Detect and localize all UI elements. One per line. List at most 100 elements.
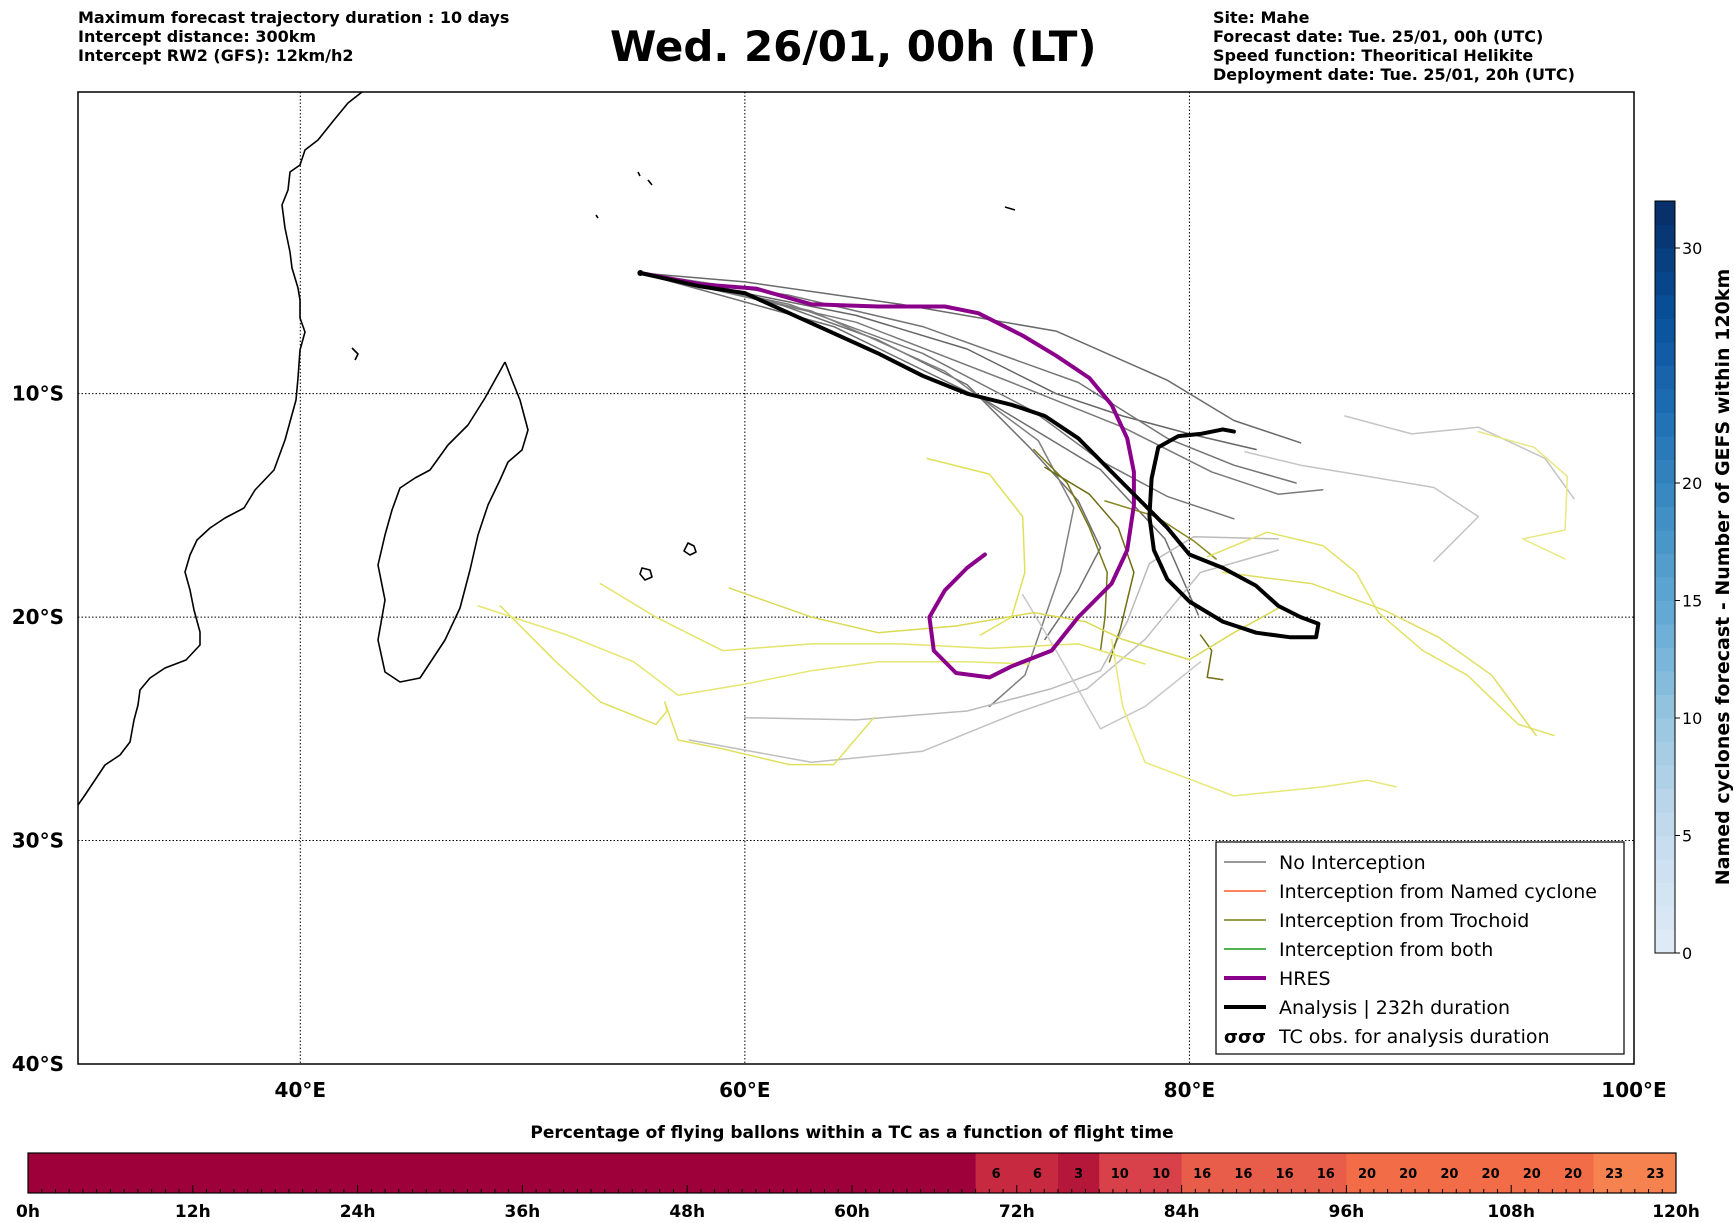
bar-cell-value: 10 bbox=[1111, 1167, 1129, 1182]
colorbar-band bbox=[1655, 906, 1675, 930]
bar-cell bbox=[357, 1153, 400, 1193]
colorbar-frame bbox=[1654, 200, 1676, 954]
x-tick-label: 100°E bbox=[1601, 1078, 1666, 1102]
africa-coastline bbox=[78, 92, 363, 806]
colorbar-band bbox=[1655, 718, 1675, 742]
bar-cell bbox=[1428, 1153, 1471, 1193]
legend-label: Interception from Named cyclone bbox=[1279, 881, 1597, 903]
bar-cell bbox=[192, 1153, 235, 1193]
colorbar-band bbox=[1655, 483, 1675, 507]
header-line-distance: Intercept distance: 300km bbox=[78, 27, 317, 46]
bar-cell bbox=[1016, 1153, 1059, 1193]
bar-cell bbox=[69, 1153, 111, 1193]
colorbar-band bbox=[1655, 929, 1675, 954]
trajectory-layer bbox=[477, 269, 1575, 797]
trajectory-interception bbox=[728, 587, 1280, 661]
bar-title: Percentage of flying ballons within a TC… bbox=[530, 1123, 1173, 1143]
colorbar-tick-label: 0 bbox=[1682, 944, 1692, 963]
trajectory-no-interception bbox=[688, 549, 1280, 764]
bar-cell-value: 16 bbox=[1276, 1167, 1294, 1182]
colorbar-band bbox=[1655, 295, 1675, 319]
bar-cell bbox=[275, 1153, 317, 1193]
bar-cell-value: 20 bbox=[1564, 1167, 1582, 1182]
bar-cell bbox=[604, 1153, 647, 1193]
bar-cell-value: 20 bbox=[1399, 1167, 1417, 1182]
seychelles-islands bbox=[595, 171, 1016, 219]
colorbar-label: Named cyclones forecast - Number of GEFS… bbox=[1712, 269, 1734, 886]
colorbar-tick-label: 20 bbox=[1682, 474, 1702, 493]
bar-x-tick-label: 48h bbox=[669, 1202, 705, 1222]
bar-cell bbox=[110, 1153, 153, 1193]
bar-cell bbox=[1387, 1153, 1430, 1193]
colorbar-band bbox=[1655, 553, 1675, 578]
bar-cell bbox=[852, 1153, 894, 1193]
colorbar-tick-label: 15 bbox=[1682, 592, 1702, 611]
bar-cell bbox=[687, 1153, 729, 1193]
map-grid bbox=[78, 92, 1634, 1064]
bar-cell bbox=[234, 1153, 276, 1193]
bar-cell bbox=[1181, 1153, 1224, 1193]
bar-cell bbox=[646, 1153, 688, 1193]
legend-symbol-tc-obs: σσσ bbox=[1224, 1027, 1266, 1048]
bar-cell bbox=[522, 1153, 565, 1193]
bar-cell bbox=[1058, 1153, 1100, 1193]
bar-cell bbox=[1511, 1153, 1553, 1193]
bar-cell bbox=[1346, 1153, 1389, 1193]
bar-cell-value: 23 bbox=[1646, 1167, 1664, 1182]
x-tick-label: 40°E bbox=[275, 1078, 327, 1102]
bar-cell bbox=[481, 1153, 523, 1193]
trajectory-no-interception bbox=[639, 272, 1257, 451]
colorbar-band bbox=[1655, 530, 1675, 554]
bar-cell-value: 20 bbox=[1482, 1167, 1500, 1182]
mauritius-island bbox=[683, 542, 697, 556]
y-tick-label: 40°S bbox=[12, 1052, 64, 1076]
header-line-forecast-date: Forecast date: Tue. 25/01, 00h (UTC) bbox=[1213, 27, 1544, 46]
bar-cell bbox=[316, 1153, 359, 1193]
colorbar-band bbox=[1655, 318, 1675, 343]
bar-cell bbox=[1593, 1153, 1636, 1193]
bar-cell bbox=[1305, 1153, 1347, 1193]
bar-x-tick-label: 12h bbox=[175, 1202, 211, 1222]
bar-cell bbox=[1264, 1153, 1306, 1193]
colorbar-band bbox=[1655, 389, 1675, 413]
trajectory-interception-from-trochoid bbox=[1199, 634, 1224, 681]
header-line-duration: Maximum forecast trajectory duration : 1… bbox=[78, 8, 510, 27]
bar-cell bbox=[810, 1153, 853, 1193]
legend-label: No Interception bbox=[1279, 852, 1426, 874]
header-info-right: Site: Mahe Forecast date: Tue. 25/01, 00… bbox=[1213, 8, 1575, 84]
map-frame bbox=[77, 91, 1635, 1065]
colorbar-band bbox=[1655, 201, 1675, 225]
map-legend: No Interception Interception from Named c… bbox=[1215, 841, 1625, 1055]
bar-cell bbox=[563, 1153, 606, 1193]
colorbar-band bbox=[1655, 342, 1675, 366]
trajectory-analysis-232h-duration bbox=[638, 271, 1321, 640]
bar-cell-value: 3 bbox=[1074, 1167, 1083, 1182]
bar-cell bbox=[398, 1153, 441, 1193]
bar-cell bbox=[975, 1153, 1018, 1193]
bar-cell-value: 20 bbox=[1523, 1167, 1541, 1182]
header-line-site: Site: Mahe bbox=[1213, 8, 1310, 27]
header-line-deployment-date: Deployment date: Tue. 25/01, 20h (UTC) bbox=[1213, 65, 1575, 84]
legend-label: Interception from both bbox=[1279, 939, 1493, 961]
y-tick-label: 20°S bbox=[12, 605, 64, 629]
launch-point-marker bbox=[637, 269, 644, 276]
bar-cell-value: 20 bbox=[1440, 1167, 1458, 1182]
trajectory-interception bbox=[1222, 571, 1537, 737]
legend-box bbox=[1215, 841, 1625, 1055]
colorbar-band bbox=[1655, 365, 1675, 390]
bar-cell bbox=[728, 1153, 771, 1193]
bar-cell bbox=[1140, 1153, 1183, 1193]
bar-x-tick-label: 36h bbox=[505, 1202, 541, 1222]
colorbar-band bbox=[1655, 459, 1675, 484]
colorbar-band bbox=[1655, 271, 1675, 296]
bar-cell-value: 10 bbox=[1152, 1167, 1170, 1182]
bar-cell bbox=[440, 1153, 482, 1193]
trajectory-interception bbox=[1110, 638, 1397, 797]
bar-cell bbox=[1099, 1153, 1141, 1193]
colorbar-tick-label: 10 bbox=[1682, 709, 1702, 728]
cyclone-colorbar: 0 5 10 15 20 30 Named cyclones forecast - Numb… bbox=[1654, 200, 1734, 963]
bar-x-tick-label: 84h bbox=[1164, 1202, 1200, 1222]
trajectory-interception bbox=[1477, 430, 1569, 560]
y-tick-label: 30°S bbox=[12, 829, 64, 853]
